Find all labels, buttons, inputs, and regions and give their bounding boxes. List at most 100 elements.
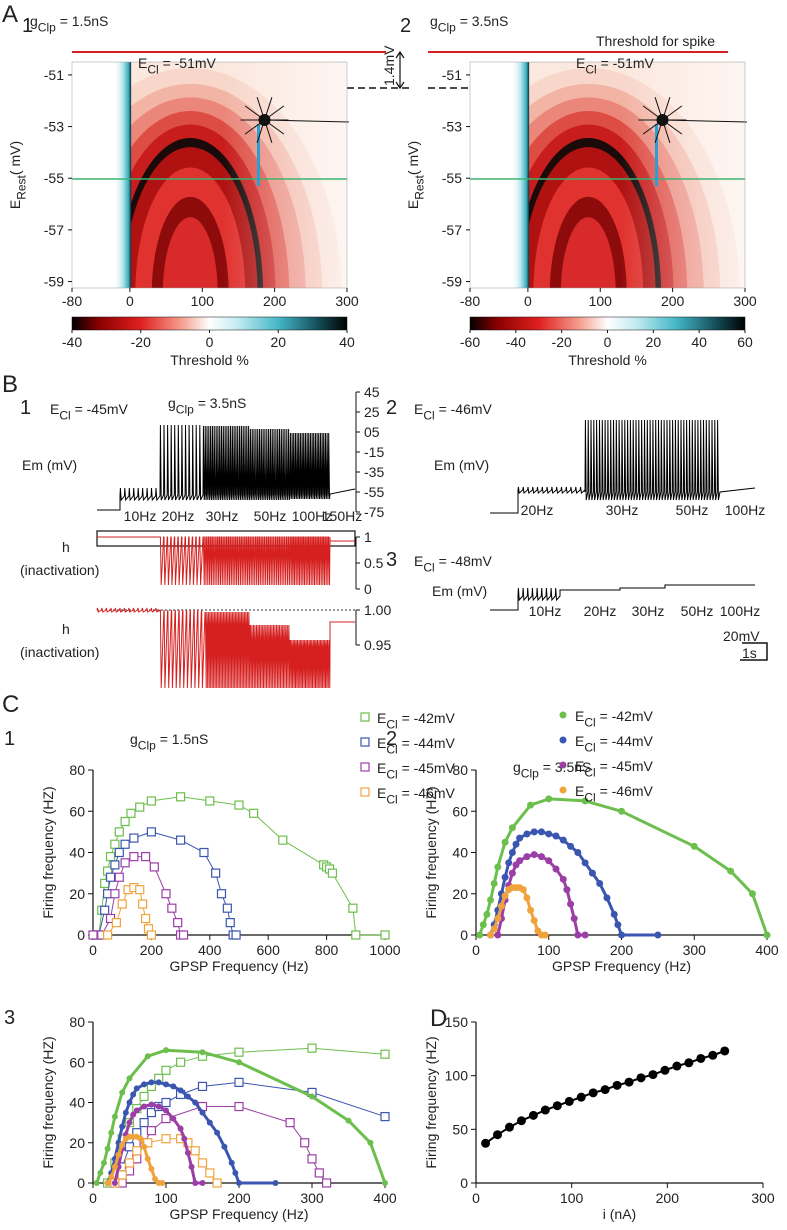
x-axis-label: GPSP Frequency (Hz) bbox=[552, 958, 691, 974]
marker bbox=[137, 1135, 144, 1142]
legend-label-part: E bbox=[575, 733, 584, 749]
marker bbox=[493, 1130, 503, 1140]
legend-label-part: E bbox=[377, 785, 386, 801]
panel-title-part: g bbox=[430, 13, 438, 29]
x-tick-label: 200 bbox=[656, 1190, 680, 1206]
marker bbox=[487, 896, 495, 904]
legend-marker bbox=[559, 761, 567, 769]
marker bbox=[108, 1129, 115, 1136]
marker bbox=[93, 1180, 100, 1186]
marker bbox=[307, 1043, 317, 1053]
marker bbox=[636, 1073, 646, 1083]
colorbar bbox=[469, 316, 746, 331]
marker bbox=[570, 915, 578, 922]
panel-label: A bbox=[2, 1, 18, 28]
legend-label-part: = -44mV bbox=[398, 735, 456, 751]
y-tick-label: -51 bbox=[442, 67, 462, 83]
stimulus-label: 100Hz bbox=[720, 603, 760, 619]
marker bbox=[111, 1163, 118, 1170]
y-axis-label: Em (mV) bbox=[22, 457, 77, 473]
marker bbox=[367, 1139, 374, 1146]
stimulus-label: 20Hz bbox=[521, 502, 554, 518]
marker bbox=[159, 1180, 166, 1186]
marker bbox=[177, 1125, 184, 1132]
marker bbox=[114, 847, 124, 858]
marker bbox=[581, 797, 589, 805]
marker bbox=[603, 894, 611, 902]
y-axis-label: h bbox=[62, 539, 70, 555]
marker bbox=[309, 1093, 315, 1100]
trace-title-part: = -48mV bbox=[435, 553, 493, 569]
marker bbox=[559, 836, 567, 844]
legend-label: ECl = -42mV bbox=[377, 710, 456, 732]
series-line bbox=[496, 853, 586, 937]
chart-title: gClp = 1.5nS bbox=[130, 731, 208, 753]
marker bbox=[476, 931, 484, 939]
marker bbox=[199, 1109, 206, 1116]
marker bbox=[148, 1079, 155, 1086]
panel-label: B bbox=[2, 371, 18, 398]
marker bbox=[155, 1079, 162, 1086]
x-tick-label: 300 bbox=[733, 293, 757, 309]
legend-label-sub: Cl bbox=[386, 743, 397, 757]
marker bbox=[120, 858, 130, 868]
marker bbox=[574, 849, 582, 856]
marker bbox=[380, 1049, 390, 1059]
chart-title-sub: Clp bbox=[138, 739, 156, 753]
legend-label-part: E bbox=[575, 783, 584, 799]
marker bbox=[197, 1081, 208, 1092]
marker bbox=[348, 903, 358, 913]
marker bbox=[100, 905, 110, 915]
marker bbox=[234, 1047, 244, 1057]
axon bbox=[264, 119, 350, 123]
marker bbox=[146, 1126, 156, 1136]
marker bbox=[545, 857, 553, 865]
marker bbox=[212, 1178, 222, 1188]
y-tick-label: 60 bbox=[69, 803, 85, 819]
marker bbox=[231, 930, 241, 940]
marker bbox=[382, 1180, 388, 1186]
marker bbox=[563, 886, 571, 894]
marker bbox=[161, 1065, 171, 1075]
map-frame bbox=[71, 61, 348, 289]
y-axis-label: Em (mV) bbox=[434, 457, 489, 473]
x-tick-label: 1000 bbox=[369, 942, 400, 958]
marker bbox=[176, 1057, 186, 1067]
panel-label: 1 bbox=[4, 728, 15, 750]
marker bbox=[102, 930, 113, 940]
marker bbox=[192, 1099, 199, 1106]
marker bbox=[327, 868, 338, 878]
colorbar-tick-label: 60 bbox=[737, 334, 753, 350]
marker bbox=[111, 918, 121, 928]
marker bbox=[126, 1099, 133, 1106]
stimulus-label: 30Hz bbox=[606, 502, 639, 518]
marker bbox=[126, 808, 136, 818]
marker bbox=[146, 827, 156, 837]
marker bbox=[140, 913, 151, 924]
marker bbox=[111, 1113, 118, 1120]
marker bbox=[214, 1129, 221, 1136]
y-tick-label: 0.5 bbox=[364, 555, 384, 571]
marker bbox=[612, 1080, 622, 1090]
y-axis-label: Firing frequency (HZ) bbox=[40, 1036, 56, 1168]
scale-label: 1s bbox=[742, 645, 757, 661]
stimulus-label: 20Hz bbox=[584, 603, 617, 619]
y-tick-label: 80 bbox=[452, 762, 468, 778]
x-tick-label: 100 bbox=[589, 293, 613, 309]
voltage-trace bbox=[97, 424, 356, 511]
marker bbox=[559, 875, 567, 883]
marker bbox=[135, 885, 145, 895]
y-tick-label: 20 bbox=[69, 1135, 85, 1151]
marker bbox=[146, 1107, 156, 1118]
marker bbox=[504, 1122, 514, 1132]
y-tick-label: -51 bbox=[44, 67, 64, 83]
annotation-sub: Cl bbox=[147, 63, 158, 77]
marker bbox=[144, 1155, 151, 1162]
legend-label-sub: Cl bbox=[386, 718, 397, 732]
trace-title: ECl = -48mV bbox=[414, 553, 493, 575]
marker bbox=[494, 931, 502, 939]
y-tick-label: 45 bbox=[364, 384, 380, 400]
marker bbox=[100, 878, 110, 889]
marker bbox=[537, 853, 545, 861]
marker bbox=[234, 800, 244, 810]
